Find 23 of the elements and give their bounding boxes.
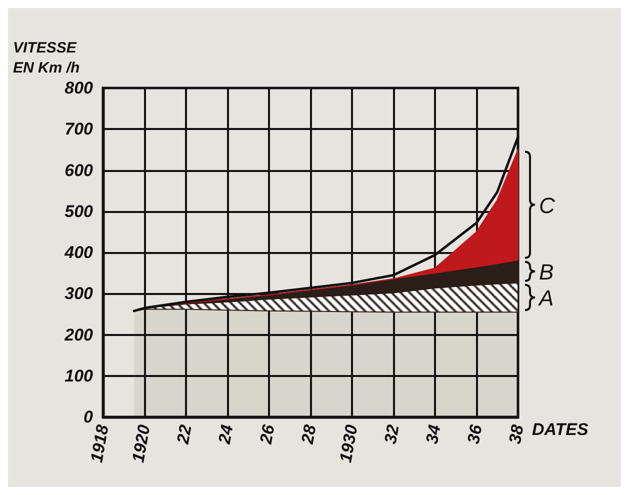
- x-tick-label: 36: [464, 422, 486, 446]
- x-tick-label: 38: [505, 422, 528, 446]
- x-tick-label: 1920: [128, 422, 154, 464]
- x-tick-label: 26: [256, 422, 278, 446]
- y-tick-label: 400: [64, 243, 94, 262]
- series-label: B: [539, 259, 554, 284]
- y-tick-label: 500: [64, 202, 94, 221]
- x-tick-label: 28: [298, 422, 320, 446]
- y-axis-title: VITESSE EN Km /h: [13, 40, 80, 76]
- y-tick-label: 800: [64, 78, 94, 98]
- series-label: C: [539, 192, 555, 218]
- y-tick-label: 200: [64, 325, 94, 344]
- y-tick-label: 600: [64, 160, 94, 180]
- y-tick-label: 300: [64, 284, 94, 304]
- y-tick-label: 700: [64, 120, 94, 139]
- x-tick-label: 34: [422, 422, 444, 446]
- x-tick-label: 24: [214, 422, 237, 446]
- x-axis-title: DATES: [532, 420, 590, 439]
- series-label: A: [537, 286, 554, 311]
- x-tick-label: 22: [173, 422, 196, 446]
- y-tick-label: 100: [64, 366, 94, 386]
- x-tick-label: 1930: [336, 422, 362, 464]
- x-tick-label: 32: [380, 422, 403, 446]
